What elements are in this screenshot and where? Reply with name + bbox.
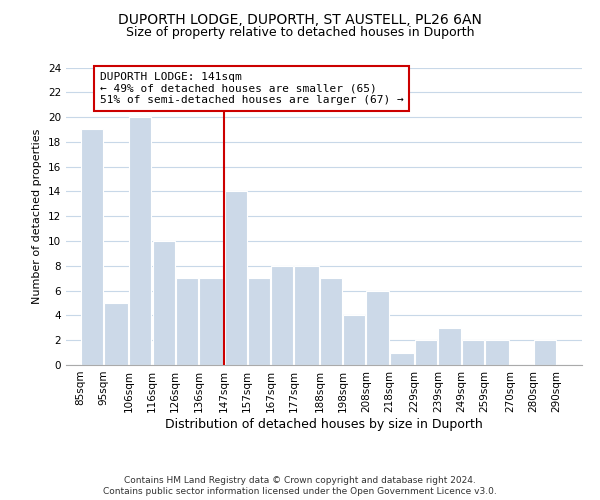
- Y-axis label: Number of detached properties: Number of detached properties: [32, 128, 43, 304]
- Bar: [248, 278, 270, 365]
- Text: Size of property relative to detached houses in Duporth: Size of property relative to detached ho…: [126, 26, 474, 39]
- Text: DUPORTH LODGE, DUPORTH, ST AUSTELL, PL26 6AN: DUPORTH LODGE, DUPORTH, ST AUSTELL, PL26…: [118, 12, 482, 26]
- Text: Contains HM Land Registry data © Crown copyright and database right 2024.: Contains HM Land Registry data © Crown c…: [124, 476, 476, 485]
- Bar: [80, 130, 103, 365]
- Bar: [176, 278, 198, 365]
- Bar: [343, 316, 365, 365]
- Bar: [415, 340, 437, 365]
- Bar: [439, 328, 461, 365]
- Bar: [199, 278, 223, 365]
- Bar: [534, 340, 556, 365]
- Bar: [320, 278, 342, 365]
- Bar: [389, 352, 414, 365]
- Bar: [462, 340, 484, 365]
- Bar: [271, 266, 293, 365]
- Text: Contains public sector information licensed under the Open Government Licence v3: Contains public sector information licen…: [103, 488, 497, 496]
- Bar: [295, 266, 319, 365]
- Bar: [130, 117, 151, 365]
- Bar: [104, 303, 128, 365]
- Bar: [367, 290, 389, 365]
- Text: DUPORTH LODGE: 141sqm
← 49% of detached houses are smaller (65)
51% of semi-deta: DUPORTH LODGE: 141sqm ← 49% of detached …: [100, 72, 403, 105]
- Bar: [485, 340, 509, 365]
- Bar: [224, 192, 247, 365]
- Bar: [152, 241, 175, 365]
- X-axis label: Distribution of detached houses by size in Duporth: Distribution of detached houses by size …: [165, 418, 483, 430]
